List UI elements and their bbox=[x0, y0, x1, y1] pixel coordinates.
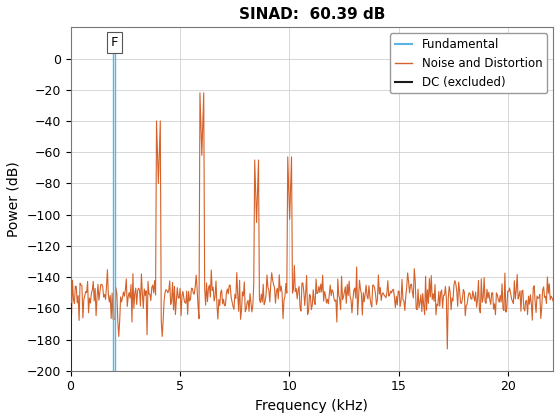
Noise and Distortion bbox=[228, 299, 235, 304]
DC (excluded) bbox=[67, 301, 74, 306]
X-axis label: Frequency (kHz): Frequency (kHz) bbox=[255, 399, 368, 413]
Noise and Distortion bbox=[197, 90, 203, 95]
Noise and Distortion bbox=[281, 297, 287, 302]
Y-axis label: Power (dB): Power (dB) bbox=[7, 161, 21, 237]
Noise and Distortion bbox=[67, 301, 74, 306]
Noise and Distortion bbox=[550, 299, 557, 304]
Text: F: F bbox=[111, 36, 118, 49]
Noise and Distortion bbox=[464, 302, 470, 307]
Line: Noise and Distortion: Noise and Distortion bbox=[71, 93, 553, 349]
Title: SINAD:  60.39 dB: SINAD: 60.39 dB bbox=[239, 7, 385, 22]
Legend: Fundamental, Noise and Distortion, DC (excluded): Fundamental, Noise and Distortion, DC (e… bbox=[390, 33, 547, 93]
Noise and Distortion bbox=[500, 307, 506, 312]
Noise and Distortion bbox=[444, 346, 451, 352]
DC (excluded) bbox=[67, 368, 74, 373]
Noise and Distortion bbox=[77, 281, 83, 286]
Noise and Distortion bbox=[136, 288, 143, 293]
